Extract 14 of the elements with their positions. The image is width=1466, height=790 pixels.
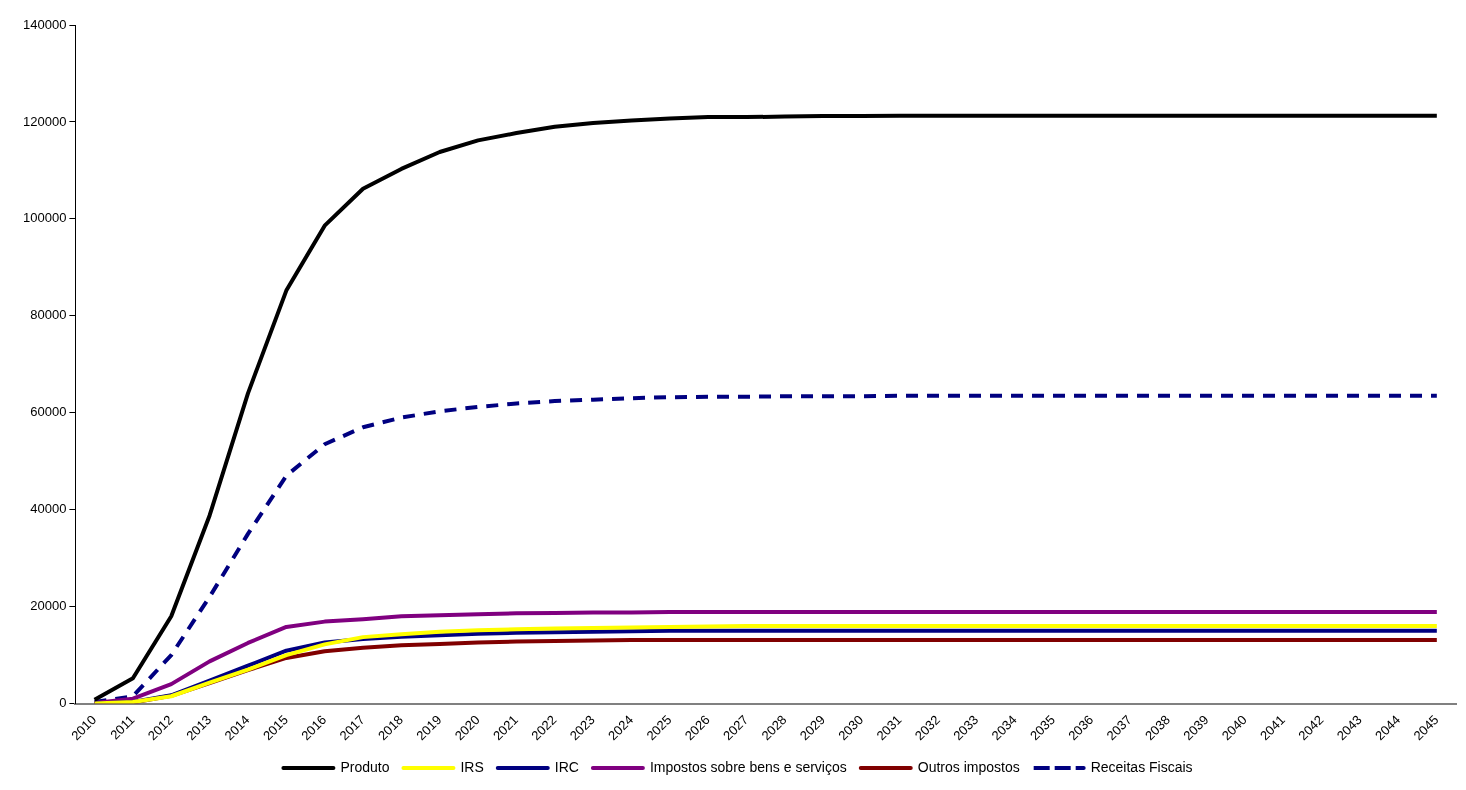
y-tick-label: 40000	[30, 501, 67, 517]
y-tick-label: 100000	[22, 210, 67, 226]
y-tick-label: 0	[59, 695, 67, 711]
legend-label: IRC	[554, 758, 579, 775]
legend-label: Receitas Fiscais	[1090, 758, 1193, 775]
y-tick-label: 20000	[30, 598, 67, 614]
y-tick-label: 140000	[22, 16, 67, 32]
y-tick-label: 80000	[30, 307, 67, 323]
legend-label: Produto	[340, 758, 390, 775]
y-tick-label: 120000	[22, 113, 67, 129]
legend-label: Impostos sobre bens e serviços	[649, 758, 847, 775]
y-tick-label: 60000	[30, 404, 67, 420]
legend-label: Outros impostos	[917, 758, 1020, 775]
legend-label: IRS	[460, 758, 484, 775]
